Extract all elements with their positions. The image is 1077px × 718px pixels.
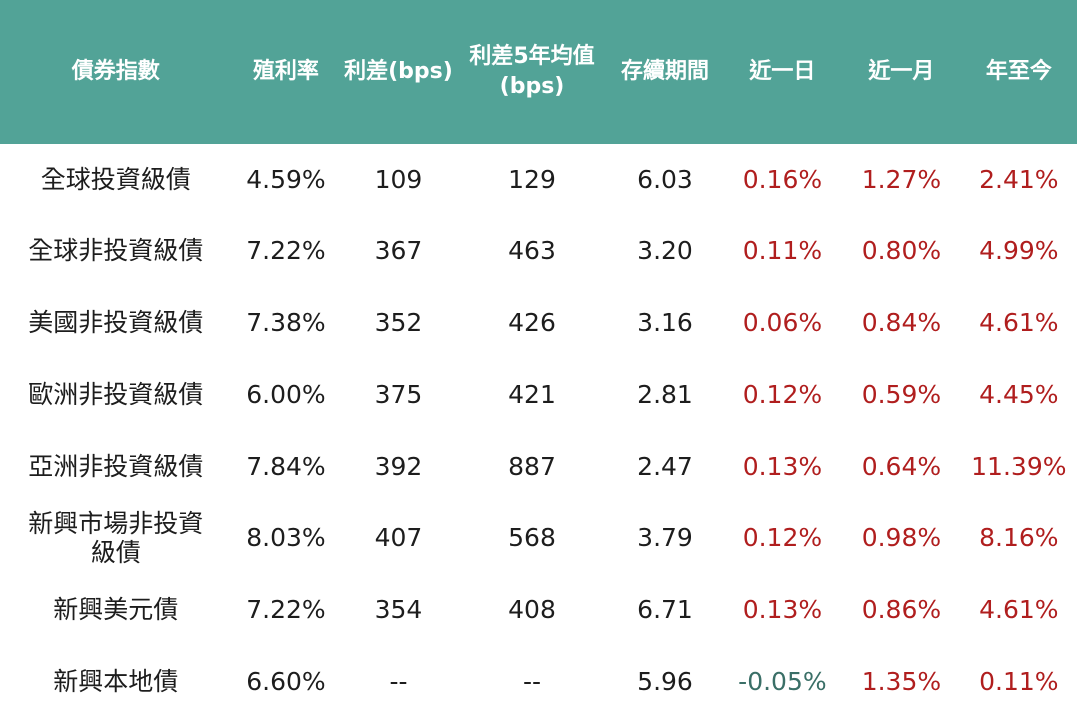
col-header-ytd: 年至今 bbox=[960, 0, 1077, 144]
bond-index-name: 新興市場非投資 級債 bbox=[28, 508, 204, 567]
spread-5y-value: 463 bbox=[508, 236, 556, 266]
duration-value: 3.79 bbox=[637, 523, 693, 553]
yield-value: 7.38% bbox=[246, 308, 326, 337]
yield-value: 7.22% bbox=[246, 595, 326, 624]
spread-5y-value: 408 bbox=[508, 595, 556, 624]
change-1-month: 1.27% bbox=[861, 164, 942, 194]
spread-5y-value: 887 bbox=[508, 451, 556, 481]
spread-5y-value: 421 bbox=[508, 379, 556, 409]
spread-5y-value: 426 bbox=[508, 308, 556, 337]
bond-index-name: 全球投資級債 bbox=[40, 164, 191, 194]
change-ytd: 4.99% bbox=[979, 236, 1059, 266]
duration-value: 5.96 bbox=[637, 666, 693, 696]
spread-5y-value: 568 bbox=[508, 523, 556, 553]
spread-value: 367 bbox=[374, 236, 423, 266]
col-header-bond-index: 債券指數 bbox=[0, 0, 232, 144]
change-1-day: 0.11% bbox=[742, 236, 823, 266]
spread-5y-value: 129 bbox=[508, 164, 556, 194]
col-header-1-day: 近一日 bbox=[722, 0, 843, 144]
col-header-duration: 存續期間 bbox=[607, 0, 723, 144]
change-ytd: 2.41% bbox=[979, 164, 1059, 194]
spread-5y-value: -- bbox=[522, 666, 542, 696]
duration-value: 6.03 bbox=[637, 164, 693, 194]
table-row: 新興本地債 6.60% -- -- 5.96 -0.05% 1.35% 0.11… bbox=[0, 646, 1077, 718]
change-ytd: 4.61% bbox=[979, 595, 1059, 624]
bond-index-name: 新興本地債 bbox=[53, 666, 179, 696]
table-row: 歐洲非投資級債 6.00% 375 421 2.81 0.12% 0.59% 4… bbox=[0, 359, 1077, 431]
col-header-yield: 殖利率 bbox=[231, 0, 341, 144]
col-header-spread-5y-avg: 利差5年均值 (bps) bbox=[456, 0, 608, 144]
change-ytd: 11.39% bbox=[971, 451, 1067, 481]
duration-value: 6.71 bbox=[637, 595, 693, 624]
table-row: 全球投資級債 4.59% 109 129 6.03 0.16% 1.27% 2.… bbox=[0, 144, 1077, 216]
change-1-day: 0.12% bbox=[742, 523, 823, 553]
table-row: 新興市場非投資 級債 8.03% 407 568 3.79 0.12% 0.98… bbox=[0, 503, 1077, 575]
spread-value: -- bbox=[389, 666, 408, 696]
change-1-month: 0.98% bbox=[861, 523, 942, 553]
change-1-day: 0.06% bbox=[742, 308, 823, 337]
yield-value: 7.84% bbox=[246, 451, 326, 481]
spread-value: 407 bbox=[374, 523, 423, 553]
duration-value: 3.20 bbox=[637, 236, 693, 266]
change-1-month: 1.35% bbox=[861, 666, 942, 696]
change-1-month: 0.64% bbox=[861, 451, 942, 481]
table-row: 新興美元債 7.22% 354 408 6.71 0.13% 0.86% 4.6… bbox=[0, 575, 1077, 647]
change-ytd: 8.16% bbox=[979, 523, 1059, 553]
bond-index-name: 全球非投資級債 bbox=[28, 236, 204, 266]
duration-value: 3.16 bbox=[637, 308, 693, 337]
table-row: 全球非投資級債 7.22% 367 463 3.20 0.11% 0.80% 4… bbox=[0, 216, 1077, 288]
change-1-day: -0.05% bbox=[738, 666, 827, 696]
duration-value: 2.47 bbox=[637, 451, 693, 481]
change-ytd: 4.61% bbox=[979, 308, 1059, 337]
table-row: 亞洲非投資級債 7.84% 392 887 2.47 0.13% 0.64% 1… bbox=[0, 431, 1077, 503]
change-1-day: 0.16% bbox=[742, 164, 823, 194]
change-ytd: 4.45% bbox=[979, 379, 1059, 409]
yield-value: 6.60% bbox=[246, 666, 326, 696]
spread-value: 392 bbox=[374, 451, 423, 481]
bond-index-name: 亞洲非投資級債 bbox=[28, 451, 204, 481]
header-row: 債券指數 殖利率 利差(bps) 利差5年均值 (bps) 存續期間 近一日 近… bbox=[0, 0, 1077, 144]
change-1-month: 0.86% bbox=[861, 595, 942, 624]
yield-value: 7.22% bbox=[246, 236, 326, 266]
spread-value: 354 bbox=[374, 595, 423, 624]
table-row: 美國非投資級債 7.38% 352 426 3.16 0.06% 0.84% 4… bbox=[0, 288, 1077, 360]
change-1-day: 0.13% bbox=[742, 595, 823, 624]
change-1-month: 0.59% bbox=[861, 379, 942, 409]
change-1-month: 0.84% bbox=[861, 308, 942, 337]
change-ytd: 0.11% bbox=[979, 666, 1059, 696]
spread-value: 352 bbox=[374, 308, 423, 337]
yield-value: 8.03% bbox=[246, 523, 326, 553]
col-header-1-month: 近一月 bbox=[842, 0, 961, 144]
spread-value: 109 bbox=[374, 164, 423, 194]
spread-value: 375 bbox=[374, 379, 423, 409]
change-1-day: 0.13% bbox=[742, 451, 823, 481]
yield-value: 4.59% bbox=[246, 164, 326, 194]
duration-value: 2.81 bbox=[637, 379, 693, 409]
change-1-day: 0.12% bbox=[742, 379, 823, 409]
bond-index-name: 美國非投資級債 bbox=[28, 308, 204, 337]
bond-index-name: 歐洲非投資級債 bbox=[28, 379, 204, 409]
bond-index-name: 新興美元債 bbox=[53, 595, 179, 624]
change-1-month: 0.80% bbox=[861, 236, 942, 266]
col-header-spread-bps: 利差(bps) bbox=[340, 0, 457, 144]
yield-value: 6.00% bbox=[246, 379, 326, 409]
